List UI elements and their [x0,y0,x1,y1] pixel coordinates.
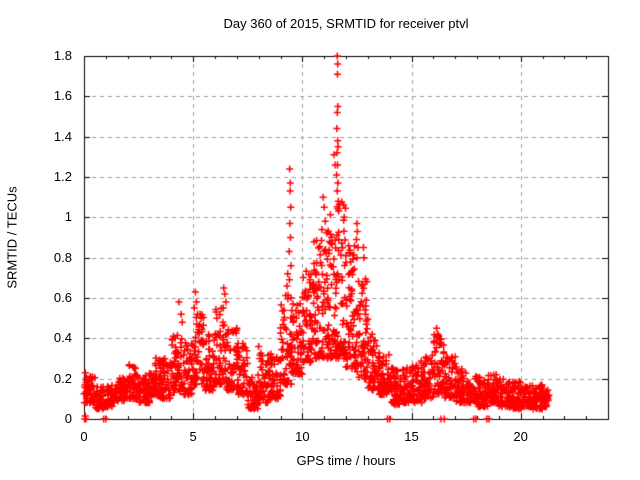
x-tick-label: 15 [404,429,419,444]
y-tick-label: 1.2 [53,169,72,184]
y-tick-label: 1.4 [53,128,72,144]
x-tick-label: 0 [80,429,88,444]
y-tick-label: 0.2 [53,370,72,386]
y-tick-label: 1.8 [53,48,72,63]
x-tick-label: 10 [295,429,310,444]
y-tick-label: 1.6 [53,88,72,104]
x-tick-label: 20 [513,429,528,444]
x-axis-label: GPS time / hours [296,453,396,468]
y-axis-label: SRMTID / TECUs [4,186,20,289]
y-tick-label: 0.8 [53,249,72,265]
y-tick-label: 1 [64,209,72,225]
y-tick-label: 0.4 [53,330,72,346]
x-tick-label: 5 [189,429,197,444]
chart-title: Day 360 of 2015, SRMTID for receiver ptv… [223,16,469,31]
y-tick-label: 0 [64,411,72,426]
y-tick-label: 0.6 [53,290,72,305]
